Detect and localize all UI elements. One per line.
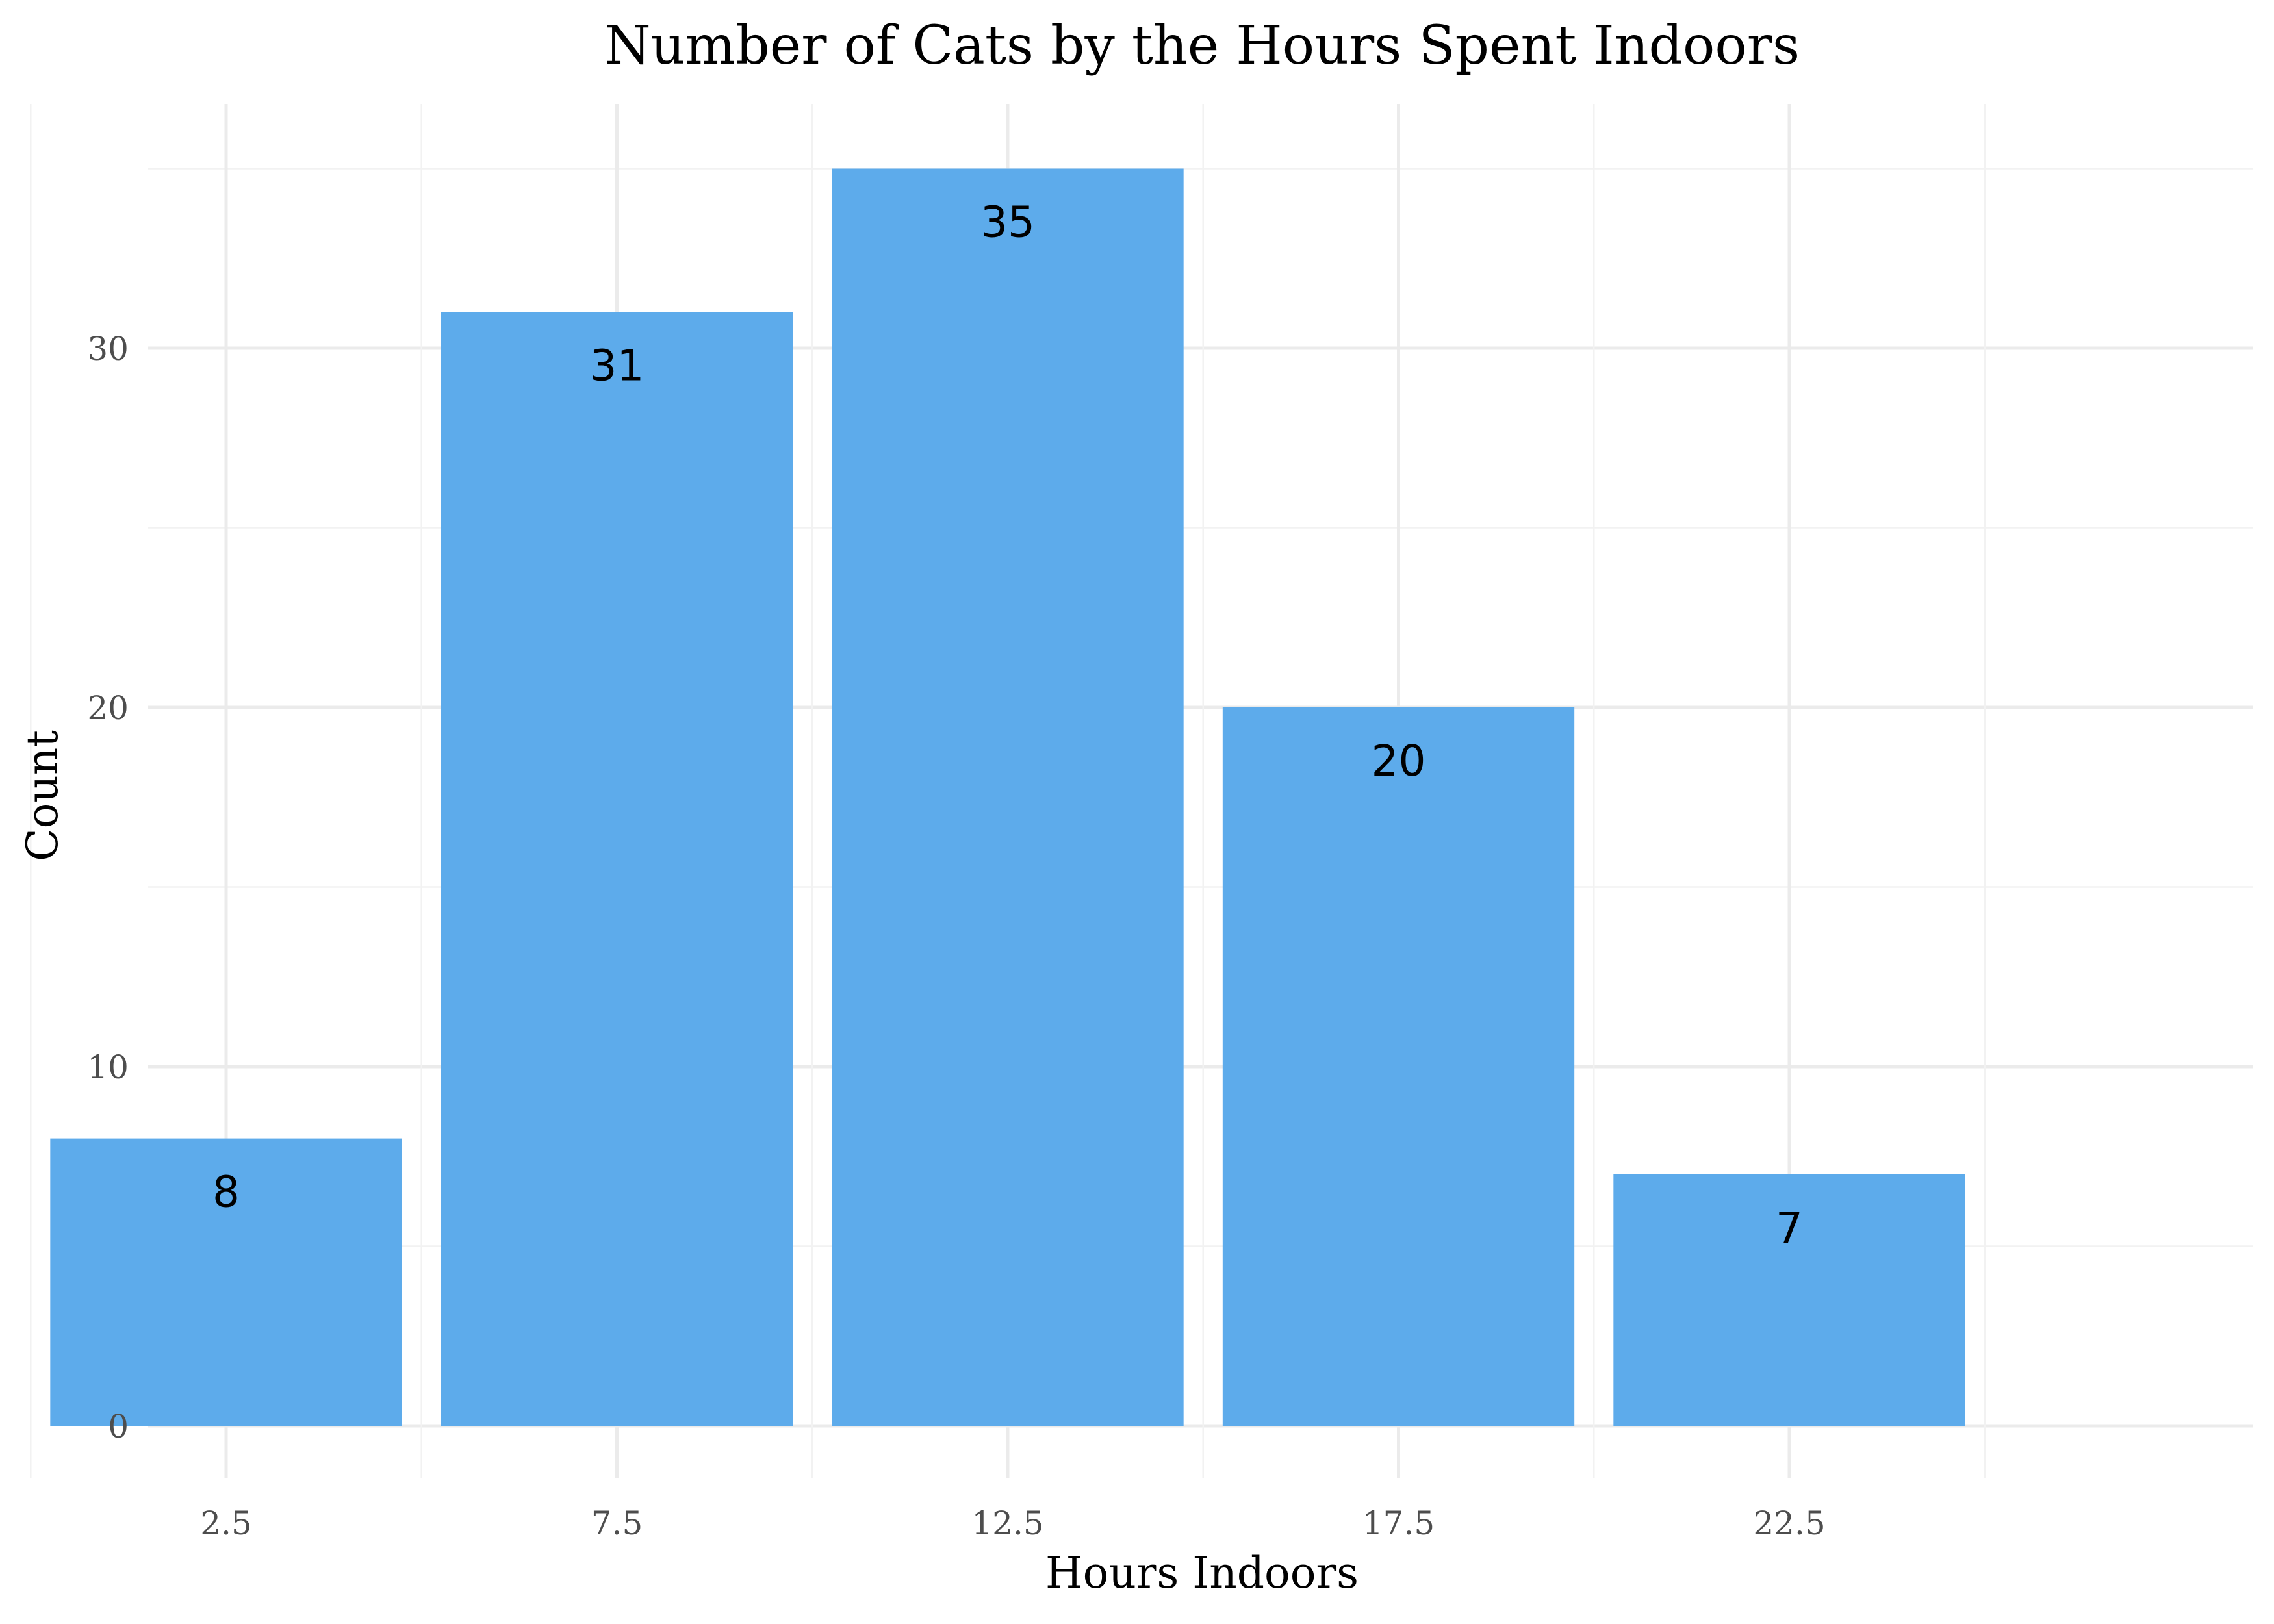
x-tick-label: 12.5 [971,1504,1043,1542]
bar [832,168,1184,1426]
bar [441,312,793,1427]
y-tick-label: 0 [108,1408,129,1445]
y-tick-label: 10 [87,1048,129,1086]
data-labels: 8 31 35 20 7 [212,197,1803,1253]
x-tick-label: 22.5 [1753,1504,1825,1542]
y-axis-title: Count [18,730,68,861]
bar [1613,1174,1965,1426]
bar-value-label: 8 [212,1167,240,1217]
x-tick-label: 2.5 [200,1504,252,1542]
y-tick-label: 20 [87,689,129,727]
y-tick-label: 30 [87,330,129,368]
chart-title: Number of Cats by the Hours Spent Indoor… [604,15,1800,77]
x-tick-label: 17.5 [1362,1504,1435,1542]
x-tick-label: 7.5 [591,1504,643,1542]
bar-value-label: 35 [980,197,1035,247]
x-axis-title: Hours Indoors [1045,1548,1359,1598]
bar [50,1138,402,1426]
bar-value-label: 20 [1372,736,1426,786]
bar-value-label: 7 [1776,1203,1803,1253]
bar-value-label: 31 [590,341,645,391]
bar [1222,707,1575,1426]
tick-labels: 2.5 7.5 12.5 17.5 22.5 0 10 20 30 [87,330,1825,1542]
bars [50,168,1965,1427]
